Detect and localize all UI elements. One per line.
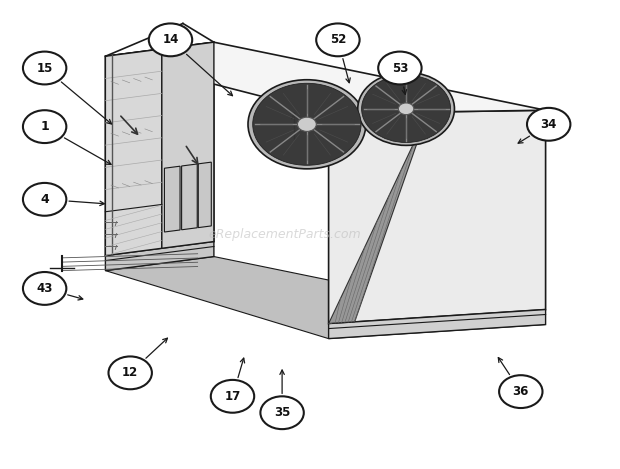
Polygon shape [105,42,214,256]
Polygon shape [164,166,180,232]
Text: eReplacementParts.com: eReplacementParts.com [209,228,361,241]
Circle shape [23,183,66,216]
Polygon shape [182,164,197,230]
Text: 36: 36 [513,385,529,398]
Polygon shape [105,257,546,339]
Polygon shape [105,242,214,271]
Text: 15: 15 [37,61,53,75]
Polygon shape [198,162,211,227]
Text: 4: 4 [40,193,49,206]
Text: 34: 34 [541,118,557,131]
Circle shape [499,375,542,408]
Circle shape [108,356,152,389]
Polygon shape [329,310,546,339]
Polygon shape [329,117,427,324]
Text: 52: 52 [330,33,346,46]
Circle shape [253,83,361,165]
Circle shape [316,23,360,56]
Circle shape [211,380,254,413]
Text: 14: 14 [162,33,179,46]
Polygon shape [105,49,162,256]
Circle shape [260,396,304,429]
Circle shape [298,117,316,131]
Circle shape [248,80,366,169]
Polygon shape [329,110,546,324]
Polygon shape [162,42,214,248]
Circle shape [399,103,414,114]
Polygon shape [105,42,546,113]
Text: 17: 17 [224,390,241,403]
Circle shape [23,110,66,143]
Text: 43: 43 [37,282,53,295]
Circle shape [358,72,454,145]
Circle shape [149,23,192,56]
Circle shape [23,272,66,305]
Circle shape [527,108,570,141]
Text: 12: 12 [122,366,138,379]
Circle shape [378,52,422,84]
Text: 35: 35 [274,406,290,419]
Circle shape [23,52,66,84]
Circle shape [361,75,451,143]
Text: 1: 1 [40,120,49,133]
Text: 53: 53 [392,61,408,75]
